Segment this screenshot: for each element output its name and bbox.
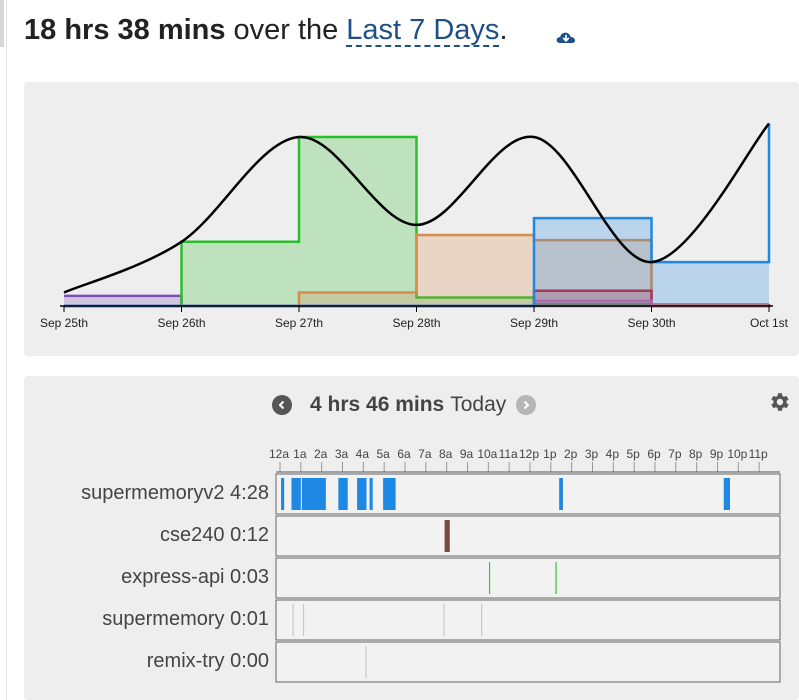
period: . bbox=[499, 14, 508, 46]
activity-block bbox=[338, 478, 348, 510]
hour-label: 6a bbox=[397, 447, 411, 461]
hour-label: 9p bbox=[710, 447, 724, 461]
hour-label: 10p bbox=[727, 447, 747, 461]
activity-block bbox=[481, 604, 483, 636]
project-label[interactable]: express-api 0:03 bbox=[121, 566, 269, 588]
activity-block bbox=[301, 478, 326, 510]
project-row bbox=[275, 557, 781, 599]
hour-label: 3a bbox=[335, 447, 349, 461]
hour-label: 3p bbox=[585, 447, 599, 461]
activity-block bbox=[281, 478, 285, 510]
activity-block bbox=[723, 478, 730, 510]
hour-label: 5a bbox=[376, 447, 390, 461]
hour-label: 8p bbox=[689, 447, 703, 461]
range-dropdown[interactable]: Last 7 Days bbox=[346, 14, 500, 47]
chevron-right-circle-icon[interactable] bbox=[516, 395, 537, 415]
activity-block bbox=[444, 520, 450, 552]
activity-block bbox=[292, 604, 294, 636]
hour-label: 4a bbox=[356, 447, 370, 461]
hour-label: 11a bbox=[499, 447, 518, 461]
activity-block bbox=[555, 562, 557, 594]
project-label[interactable]: cse240 0:12 bbox=[160, 524, 269, 546]
over-text: over the bbox=[233, 14, 339, 46]
x-tick-label: Sep 27th bbox=[275, 316, 323, 330]
day-total: 4 hrs 46 mins bbox=[310, 393, 445, 416]
project-row bbox=[275, 599, 781, 641]
left-edge-divider bbox=[6, 0, 7, 700]
total-time: 18 hrs 38 mins bbox=[24, 14, 226, 46]
series-area-3 bbox=[64, 290, 769, 306]
hour-label: 9a bbox=[460, 447, 474, 461]
x-tick-label: Sep 26th bbox=[157, 316, 205, 330]
hour-label: 5p bbox=[626, 447, 640, 461]
gear-icon[interactable] bbox=[767, 390, 791, 414]
x-tick-label: Oct 1st bbox=[750, 316, 789, 330]
x-tick-label: Sep 29th bbox=[510, 316, 558, 330]
activity-block bbox=[357, 478, 367, 510]
weekly-coding-chart: Sep 25th Sep 26th Sep 27th Sep 28th Sep 29th… bbox=[40, 122, 789, 330]
series-area-5 bbox=[64, 123, 769, 306]
hour-label: 12a bbox=[269, 447, 289, 461]
activity-block bbox=[365, 646, 367, 678]
hour-label: 7a bbox=[418, 447, 432, 461]
day-label: Today bbox=[450, 393, 507, 416]
project-label[interactable]: supermemoryv2 4:28 bbox=[81, 482, 269, 504]
cloud-download-icon[interactable] bbox=[556, 29, 576, 45]
trend-line bbox=[63, 122, 770, 294]
project-row bbox=[275, 515, 781, 557]
activity-block bbox=[302, 604, 305, 636]
activity-block bbox=[559, 478, 563, 510]
hour-label: 2p bbox=[564, 447, 578, 461]
activity-block bbox=[291, 478, 301, 510]
hour-label: 1p bbox=[543, 447, 557, 461]
project-label[interactable]: remix-try 0:00 bbox=[146, 650, 269, 672]
hour-label: 2a bbox=[314, 447, 328, 461]
activity-block bbox=[369, 478, 373, 510]
hour-label: 1a bbox=[293, 447, 307, 461]
x-tick-label: Sep 28th bbox=[392, 316, 440, 330]
hour-label: 10a bbox=[477, 447, 497, 461]
left-edge-bar bbox=[0, 0, 4, 47]
hour-label: 11p bbox=[749, 447, 768, 461]
project-row bbox=[275, 473, 781, 515]
activity-block bbox=[383, 478, 396, 510]
daily-timeline: 12a 1a 2a 3a 4a 5a 6a 7a 8a 9a 10a 11a 12p 1p 2p 3p 4p 5p… bbox=[269, 447, 781, 683]
project-row bbox=[275, 641, 781, 683]
chevron-left-circle-icon[interactable] bbox=[272, 395, 292, 415]
hour-label: 12p bbox=[519, 447, 539, 461]
x-tick-label: Sep 30th bbox=[627, 316, 675, 330]
activity-block bbox=[488, 562, 491, 594]
hour-label: 4p bbox=[606, 447, 620, 461]
project-label[interactable]: supermemory 0:01 bbox=[102, 608, 269, 630]
weekly-chart-panel bbox=[24, 82, 799, 356]
day-navigator: 4 hrs 46 mins Today bbox=[272, 392, 537, 418]
series-area-4 bbox=[64, 300, 769, 306]
x-tick-label: Sep 25th bbox=[40, 316, 88, 330]
hour-label: 8a bbox=[439, 447, 453, 461]
hour-label: 7p bbox=[668, 447, 682, 461]
hour-label: 6p bbox=[647, 447, 661, 461]
summary-header: 18 hrs 38 mins over the Last 7 Days . bbox=[24, 14, 508, 58]
activity-block bbox=[443, 604, 445, 636]
